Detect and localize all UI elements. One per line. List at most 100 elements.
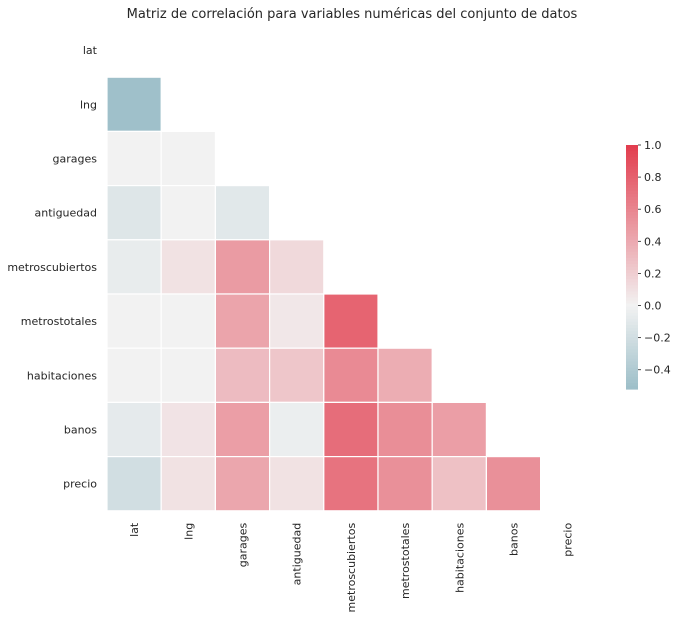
y-tick-label-garages: garages (53, 153, 98, 166)
heatmap-cell-antiguedad-garages (214, 185, 271, 241)
colorbar-segment (626, 349, 638, 353)
colorbar-segment (626, 324, 638, 329)
colorbar-segment (626, 294, 638, 299)
colorbar-segment (626, 355, 638, 360)
heatmap-cell-precio-metroscubiertos (323, 456, 379, 512)
colorbar-segment (626, 328, 638, 332)
colorbar-segment (626, 370, 638, 375)
colorbar-segment (626, 373, 638, 378)
heatmap-cell-antiguedad-lng (160, 185, 216, 241)
colorbar-segment (626, 206, 638, 210)
colorbar-segment (626, 273, 638, 277)
colorbar-segment (626, 309, 638, 314)
heatmap-cell-precio-metrostotales (377, 456, 433, 512)
x-tick-label-banos: banos (508, 523, 521, 556)
colorbar-segment (626, 196, 638, 201)
colorbar-segment (626, 233, 638, 238)
heatmap-cell-metroscubiertos-lng (160, 239, 216, 295)
colorbar-tick-label: 0.6 (644, 203, 662, 216)
colorbar-segment (626, 382, 638, 387)
heatmap-cell-metrostotales-garages (214, 293, 271, 349)
colorbar-segment (626, 376, 638, 381)
colorbar-segment (626, 193, 638, 198)
heatmap-cell-habitaciones-garages (214, 347, 271, 404)
heatmap-cell-antiguedad-lat (106, 185, 162, 241)
heatmap-cells (106, 76, 542, 512)
colorbar-segment (626, 178, 638, 183)
colorbar-segment (626, 218, 638, 222)
colorbar-segment (626, 212, 638, 216)
colorbar-segment (626, 276, 638, 280)
x-tick-label-habitaciones: habitaciones (453, 523, 466, 593)
heatmap-cell-metrostotales-antiguedad (269, 293, 325, 349)
colorbar-segment (626, 257, 638, 262)
colorbar-tick-label: 0.2 (644, 267, 662, 280)
colorbar-segment (626, 145, 638, 149)
heatmap-cell-metrostotales-lat (106, 293, 162, 349)
colorbar-segment (626, 303, 638, 308)
heatmap-cell-habitaciones-antiguedad (269, 347, 325, 404)
colorbar-segment (626, 151, 638, 155)
colorbar-segment (626, 340, 638, 344)
heatmap-cell-banos-habitaciones (431, 401, 488, 458)
colorbar-segment (626, 306, 638, 311)
y-tick-label-metroscubiertos: metroscubiertos (7, 261, 97, 274)
colorbar-segment (626, 154, 638, 158)
colorbar: 1.0 0.8 0.6 0.4 0.2 0.0 −0.2 −0.4 (626, 139, 671, 390)
colorbar-segment (626, 279, 638, 283)
y-tick-label-antiguedad: antiguedad (34, 207, 97, 220)
colorbar-segment (626, 267, 638, 271)
colorbar-segment (626, 215, 638, 219)
colorbar-segment (626, 175, 638, 180)
colorbar-segment (626, 166, 638, 170)
chart-title: Matriz de correlación para variables num… (127, 7, 578, 22)
colorbar-segment (626, 282, 638, 286)
y-tick-label-habitaciones: habitaciones (27, 369, 97, 382)
colorbar-segment (626, 346, 638, 350)
heatmap-cell-banos-metrostotales (377, 401, 433, 458)
colorbar-segment (626, 263, 638, 268)
colorbar-segment (626, 199, 638, 204)
colorbar-segment (626, 224, 638, 228)
heatmap-cell-habitaciones-lng (160, 347, 216, 404)
x-tick-label-metroscubiertos: metroscubiertos (345, 523, 358, 613)
colorbar-segment (626, 169, 638, 174)
colorbar-segment (626, 230, 638, 235)
colorbar-tick-label: 0.4 (644, 235, 662, 248)
colorbar-segment (626, 254, 638, 259)
colorbar-segment (626, 236, 638, 241)
colorbar-segment (626, 187, 638, 192)
colorbar-segment (626, 251, 638, 256)
heatmap-cell-precio-antiguedad (269, 456, 325, 512)
colorbar-segment (626, 358, 638, 363)
colorbar-segment (626, 352, 638, 357)
heatmap-cell-habitaciones-metroscubiertos (323, 347, 379, 404)
heatmap-cell-precio-garages (214, 456, 271, 512)
colorbar-segment (626, 315, 638, 320)
y-tick-label-lat: lat (83, 44, 98, 57)
x-tick-label-precio: precio (562, 523, 575, 557)
heatmap-cell-banos-metroscubiertos (323, 401, 379, 458)
colorbar-segment (626, 221, 638, 225)
x-tick-label-antiguedad: antiguedad (291, 523, 304, 586)
heatmap-cell-banos-garages (214, 401, 271, 458)
colorbar-segment (626, 148, 638, 152)
heatmap-cell-metroscubiertos-antiguedad (269, 239, 325, 295)
heatmap-cell-habitaciones-metrostotales (377, 347, 433, 404)
y-tick-label-precio: precio (63, 478, 97, 491)
y-axis-labels: lat lng garages antiguedad metroscubiertos me… (7, 44, 97, 491)
colorbar-segment (626, 312, 638, 317)
colorbar-segment (626, 270, 638, 274)
colorbar-segment (626, 172, 638, 177)
colorbar-segment (626, 209, 638, 213)
colorbar-tick-label: 1.0 (644, 139, 662, 152)
heatmap-cell-precio-banos (485, 456, 542, 512)
heatmap-cell-metroscubiertos-garages (214, 239, 271, 295)
colorbar-segment (626, 364, 638, 369)
colorbar-tick-label: 0.8 (644, 171, 662, 184)
colorbar-segment (626, 245, 638, 250)
colorbar-segment (626, 190, 638, 195)
colorbar-segment (626, 367, 638, 372)
x-tick-label-garages: garages (237, 523, 250, 568)
